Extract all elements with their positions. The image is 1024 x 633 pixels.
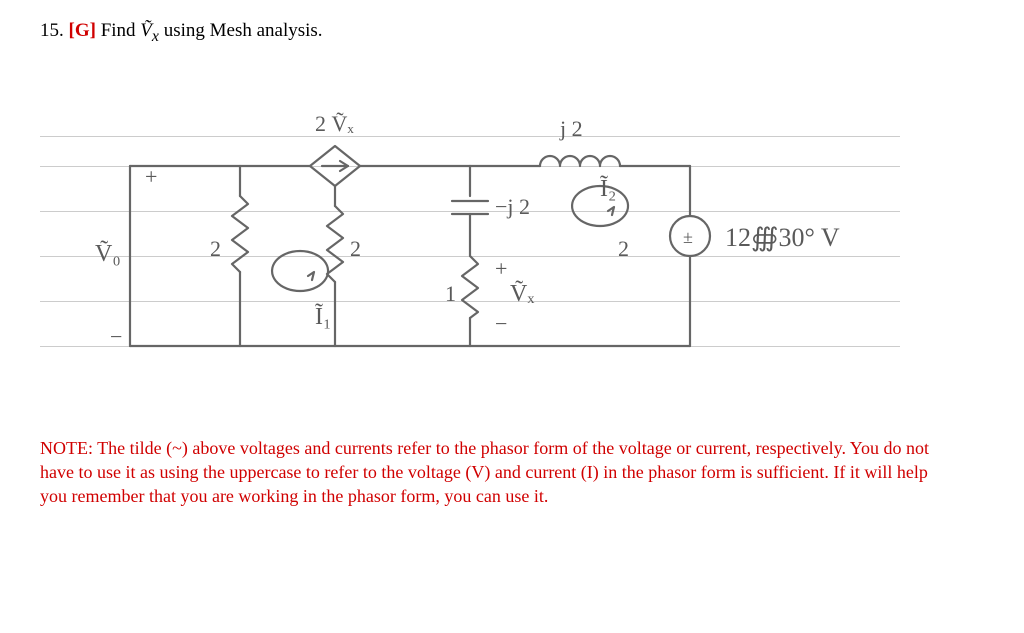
label-vx: Ṽₓ xyxy=(510,280,534,307)
label-vo-plus: + xyxy=(145,164,157,189)
problem-variable-base: Ṽ xyxy=(140,20,152,41)
note-text: The tilde (~) above voltages and current… xyxy=(40,438,929,507)
circuit-svg: 2 Ṽₓ j 2 + Ṽ₀ − 2 2 −j 2 Ĩ₁ Ĩ₂ 1 + V… xyxy=(40,66,900,406)
label-r-left: 2 xyxy=(210,236,221,261)
label-vo-minus: − xyxy=(110,324,122,349)
problem-number: 15. xyxy=(40,20,64,41)
label-i1: Ĩ₁ xyxy=(315,304,331,330)
problem-header: 15. [G] Find Ṽx using Mesh analysis. xyxy=(40,20,984,46)
problem-prompt-prefix: Find xyxy=(101,20,141,41)
label-vx-plus: + xyxy=(495,256,507,281)
label-inductor: j 2 xyxy=(559,116,583,141)
problem-tag: [G] xyxy=(69,20,96,41)
label-vx-minus: − xyxy=(495,311,507,336)
label-ccvs: 2 Ṽₓ xyxy=(315,111,354,136)
label-r-right: 2 xyxy=(618,236,629,261)
label-src-right: 12∰30° V xyxy=(725,223,840,252)
label-i2: Ĩ₂ xyxy=(600,176,616,202)
label-src-sign: ± xyxy=(683,227,693,247)
label-r-bottom: 1 xyxy=(445,281,456,306)
note-block: NOTE: The tilde (~) above voltages and c… xyxy=(40,436,940,509)
label-cap: −j 2 xyxy=(495,194,530,219)
note-label: NOTE: xyxy=(40,438,93,458)
problem-variable-sub: x xyxy=(152,28,159,45)
circuit-diagram: 2 Ṽₓ j 2 + Ṽ₀ − 2 2 −j 2 Ĩ₁ Ĩ₂ 1 + V… xyxy=(40,66,900,406)
label-vo: Ṽ₀ xyxy=(95,240,121,267)
label-r-mid: 2 xyxy=(350,236,361,261)
problem-variable: Ṽx xyxy=(140,20,163,41)
problem-prompt-suffix: using Mesh analysis. xyxy=(164,20,323,41)
